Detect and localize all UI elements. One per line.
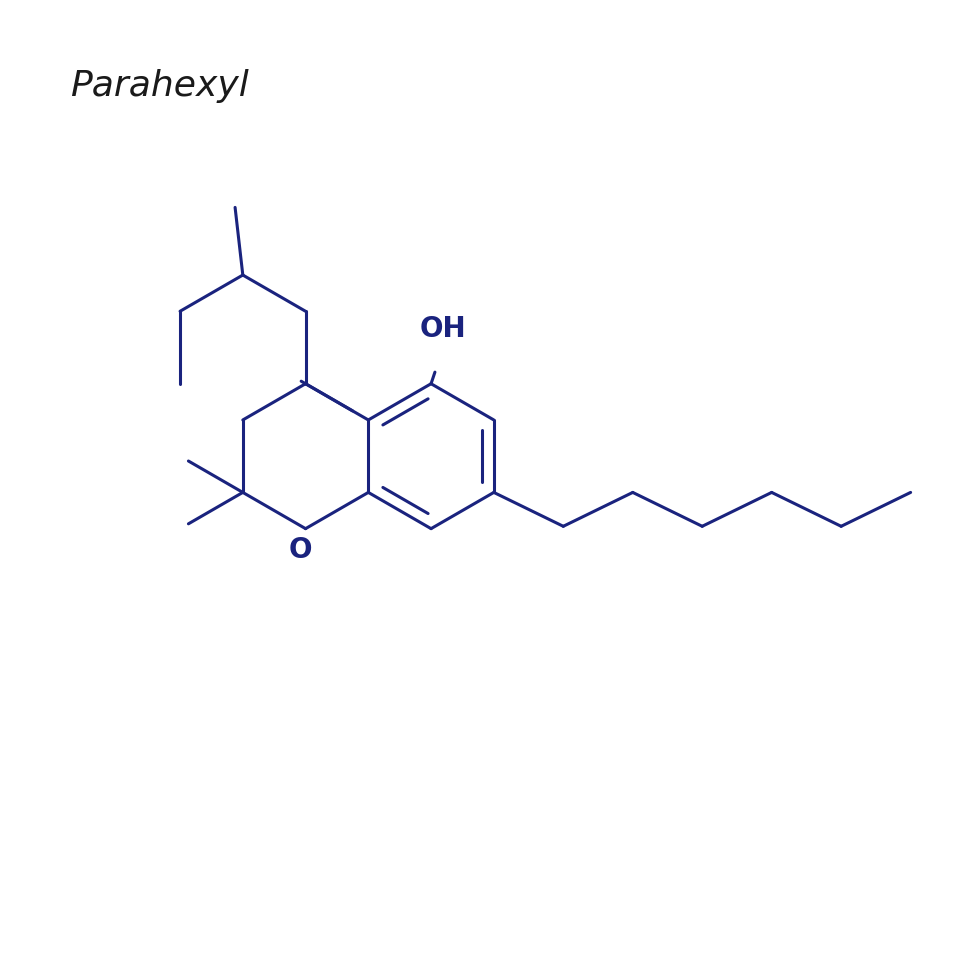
Text: Parahexyl: Parahexyl [70, 70, 249, 103]
Text: OH: OH [419, 316, 466, 343]
Text: O: O [289, 536, 313, 564]
